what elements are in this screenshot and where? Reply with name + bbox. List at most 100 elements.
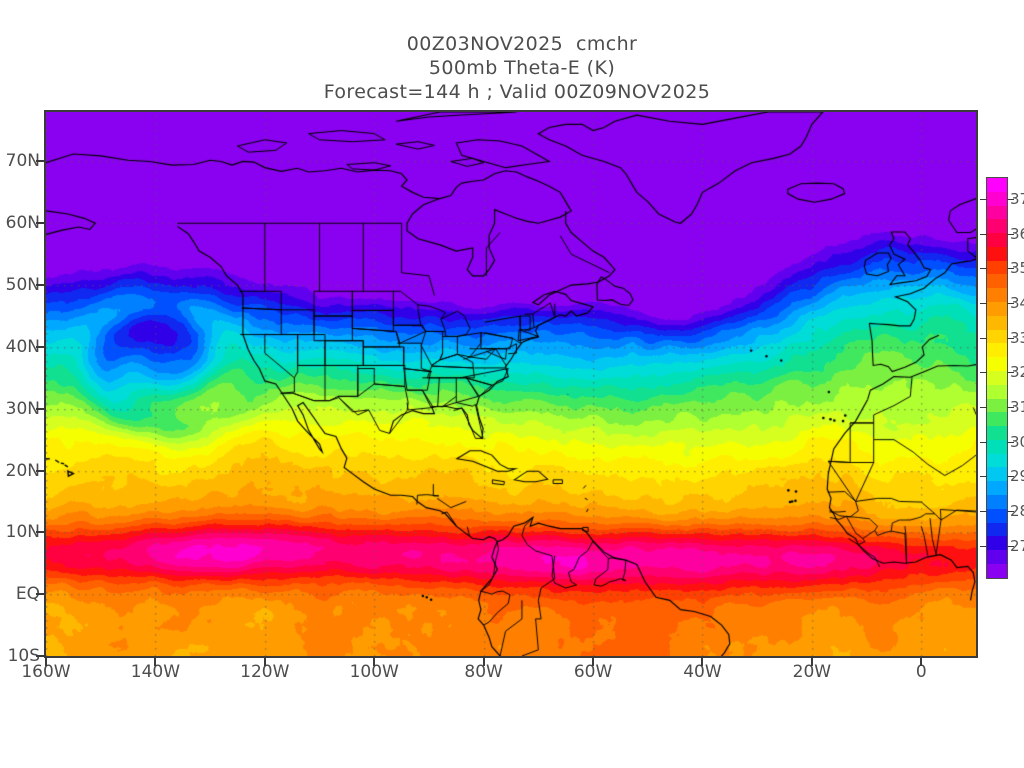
colorbar-tick [1007, 441, 1014, 443]
y-axis-tick [36, 345, 44, 348]
colorbar-label-288: 288 [1010, 502, 1024, 521]
y-axis-label-10s: 10S [7, 646, 40, 666]
colorbar-label-375: 375 [1010, 190, 1024, 209]
colorbar-band [987, 343, 1007, 358]
y-axis-tick [36, 160, 44, 163]
y-axis-label-40n: 40N [5, 336, 40, 357]
colorbar-band [987, 494, 1007, 509]
colorbar-band [987, 246, 1007, 261]
x-axis-label-40w: 40W [683, 662, 722, 682]
colorbar-band [987, 302, 1007, 316]
colorbar-tick [980, 441, 987, 443]
colorbar-band [987, 426, 1007, 440]
colorbar-band [987, 563, 1007, 578]
x-axis-tick [45, 658, 47, 666]
x-axis-tick [810, 658, 813, 666]
colorbar-band [987, 412, 1007, 427]
x-axis-tick [701, 658, 704, 666]
x-axis-label-140w: 140W [130, 662, 181, 682]
colorbar-label-336: 336 [1010, 328, 1024, 347]
colorbar-label-306: 306 [1010, 432, 1024, 451]
x-axis-tick [592, 658, 595, 666]
x-axis-label-0: 0 [915, 662, 927, 682]
colorbar-tick [1007, 303, 1014, 305]
y-axis-label-eq: EQ [15, 584, 40, 605]
colorbar-tick [980, 476, 987, 478]
y-axis-tick [36, 469, 44, 472]
colorbar-band [987, 508, 1007, 523]
colorbar-band [987, 329, 1007, 344]
colorbar-band [987, 398, 1007, 413]
colorbar-band [987, 467, 1007, 482]
colorbar-band [987, 274, 1007, 289]
colorbar-band [987, 219, 1007, 234]
colorbar-tick [980, 268, 987, 270]
colorbar[interactable] [986, 177, 1008, 579]
colorbar-label-345: 345 [1010, 294, 1024, 313]
y-axis-label-70n: 70N [5, 151, 40, 172]
colorbar-tick [1007, 407, 1014, 409]
colorbar-label-315: 315 [1010, 398, 1024, 417]
colorbar-band [987, 260, 1007, 275]
colorbar-tick [980, 407, 987, 409]
colorbar-tick [980, 303, 987, 305]
x-axis-tick [482, 658, 485, 666]
title-line-valid: Forecast=144 h ; Valid 00Z09NOV2025 [323, 81, 711, 103]
colorbar-tick [1007, 545, 1014, 547]
y-axis-tick [36, 531, 44, 534]
y-axis-tick [36, 655, 44, 657]
chart-title-block: 00Z03NOV2025 cmchr 500mb Theta-E (K) For… [0, 32, 1024, 104]
colorbar-label-276: 276 [1010, 536, 1024, 555]
y-axis-tick [36, 284, 44, 287]
title-line-model: 00Z03NOV2025 cmchr [406, 33, 638, 55]
y-axis-label-30n: 30N [5, 398, 40, 419]
colorbar-band [987, 315, 1007, 330]
theta-e-heatmap-canvas [46, 112, 976, 656]
colorbar-label-366: 366 [1010, 224, 1024, 243]
x-axis-tick [373, 658, 376, 666]
x-axis-tick [263, 658, 266, 666]
colorbar-label-297: 297 [1010, 467, 1024, 486]
colorbar-band [987, 288, 1007, 303]
colorbar-tick [980, 545, 987, 547]
colorbar-tick [1007, 233, 1014, 235]
colorbar-tick [980, 233, 987, 235]
y-axis-label-20n: 20N [5, 460, 40, 481]
colorbar-tick [1007, 268, 1014, 270]
colorbar-band [987, 357, 1007, 371]
colorbar-tick [1007, 476, 1014, 478]
colorbar-tick [980, 511, 987, 513]
colorbar-tick [980, 337, 987, 339]
colorbar-band [987, 370, 1007, 385]
colorbar-band [987, 384, 1007, 399]
colorbar-tick [1007, 511, 1014, 513]
x-axis-label-100w: 100W [349, 662, 399, 682]
colorbar-band [987, 481, 1007, 495]
colorbar-tick [980, 372, 987, 374]
colorbar-tick [980, 199, 987, 201]
y-axis-tick [36, 407, 44, 410]
x-axis-tick [154, 658, 157, 666]
x-axis-label-120w: 120W [240, 662, 290, 682]
y-axis-label-10n: 10N [5, 522, 40, 543]
y-axis-tick [36, 593, 44, 596]
colorbar-band [987, 205, 1007, 220]
colorbar-label-327: 327 [1010, 363, 1024, 382]
x-axis-label-60w: 60W [573, 662, 613, 682]
colorbar-band [987, 536, 1007, 551]
colorbar-band [987, 191, 1007, 206]
colorbar-band [987, 439, 1007, 454]
y-axis-label-60n: 60N [5, 213, 40, 234]
colorbar-band [987, 178, 1007, 192]
colorbar-band [987, 522, 1007, 537]
colorbar-tick [1007, 337, 1014, 339]
x-axis-label-80w: 80W [464, 662, 503, 682]
x-axis-label-20w: 20W [792, 662, 832, 682]
colorbar-tick [1007, 199, 1014, 201]
x-axis-tick [920, 658, 923, 666]
colorbar-band [987, 453, 1007, 468]
map-plot-area[interactable] [44, 110, 978, 658]
y-axis-tick [36, 222, 44, 225]
colorbar-band [987, 550, 1007, 564]
